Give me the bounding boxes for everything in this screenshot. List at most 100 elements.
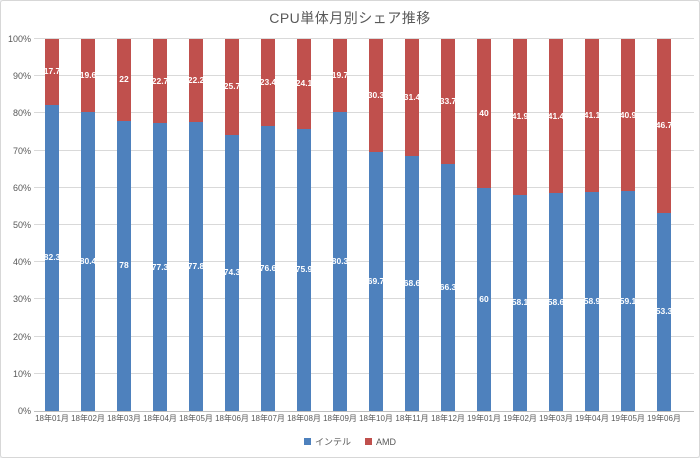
x-tick-label: 18年12月 (431, 414, 465, 423)
bar-segment-インテル[interactable]: 58.6 (548, 193, 564, 411)
bar-segment-インテル[interactable]: 66.3 (439, 164, 457, 411)
data-label: 46.7 (655, 120, 673, 131)
data-label: 40 (479, 107, 489, 118)
bar-segment-インテル[interactable]: 60 (477, 187, 491, 411)
bar-segment-AMD[interactable]: 19.7 (331, 39, 349, 113)
bar-segment-AMD[interactable]: 41.4 (548, 39, 564, 194)
y-tick-label: 70% (12, 145, 31, 156)
data-label: 66.3 (439, 282, 457, 293)
bar-column-19年03月[interactable]: 58.6 41.4 (538, 39, 574, 411)
data-label: 76.6 (259, 263, 277, 274)
bar-segment-AMD[interactable]: 17.7 (43, 39, 61, 105)
legend: インテル AMD (1, 435, 699, 448)
gridline-20% (34, 335, 694, 337)
data-label: 19.7 (331, 70, 349, 81)
bar-column-18年02月[interactable]: 80.4 19.6 (70, 39, 106, 411)
bar-segment-インテル[interactable]: 78 (117, 120, 131, 411)
legend-item-インテル[interactable]: インテル (303, 435, 351, 448)
bar-segment-インテル[interactable]: 75.9 (295, 128, 313, 411)
bar-column-19年01月[interactable]: 60 40 (466, 39, 502, 411)
bar-segment-AMD[interactable]: 41.9 (512, 39, 528, 195)
y-axis: 0% 10% 20% 30% 40% 50% 60% 70% 80% 90% 100% (1, 34, 31, 416)
bar-column-19年06月[interactable]: 53.3 46.7 (646, 39, 682, 411)
bar-segment-インテル[interactable]: 59.1 (620, 191, 636, 411)
bar-segment-AMD[interactable]: 23.4 (259, 39, 277, 127)
x-tick-label: 18年06月 (215, 414, 249, 423)
data-label: 25.7 (223, 81, 241, 92)
bar-segment-AMD[interactable]: 22 (117, 39, 131, 121)
y-tick-label: 40% (12, 257, 31, 268)
x-tick-label: 18年03月 (107, 414, 141, 423)
bar-segment-インテル[interactable]: 80.3 (331, 112, 349, 411)
bar-segment-インテル[interactable]: 76.6 (259, 126, 277, 411)
bar-segment-AMD[interactable]: 25.7 (223, 39, 241, 135)
y-tick-label: 60% (12, 182, 31, 193)
bar-column-18年01月[interactable]: 82.3 17.7 (34, 39, 70, 411)
y-tick-label: 30% (12, 294, 31, 305)
y-tick-label: 50% (12, 220, 31, 230)
data-label: 77.3 (151, 261, 169, 272)
x-axis: 18年01月 18年02月 18年03月 18年04月 18年05月 18年06月 18年0… (34, 414, 682, 428)
x-tick-label: 19年02月 (503, 414, 537, 423)
bar-segment-インテル[interactable]: 58.1 (511, 194, 529, 411)
bar-column-18年06月[interactable]: 74.3 25.7 (214, 39, 250, 411)
bar-segment-AMD[interactable]: 22.2 (187, 39, 205, 122)
bar-column-19年02月[interactable]: 58.1 41.9 (502, 39, 538, 411)
bar-segment-AMD[interactable]: 33.7 (439, 39, 457, 165)
gridline-40% (34, 261, 694, 263)
bar-column-19年04月[interactable]: 58.9 41.1 (574, 39, 610, 411)
data-label: 23.4 (259, 77, 277, 88)
gridline-50% (34, 224, 694, 225)
bar-segment-AMD[interactable]: 31.4 (404, 39, 420, 156)
bar-segment-インテル[interactable]: 80.4 (80, 111, 96, 411)
data-label: 60 (479, 293, 489, 304)
bar-segment-AMD[interactable]: 30.3 (367, 39, 385, 152)
legend-item-AMD[interactable]: AMD (365, 437, 396, 447)
bar-segment-インテル[interactable]: 74.3 (224, 134, 240, 411)
bar-column-18年12月[interactable]: 66.3 33.7 (430, 39, 466, 411)
gridline-90% (34, 75, 694, 77)
bar-segment-AMD[interactable]: 19.6 (80, 39, 96, 112)
bar-segment-AMD[interactable]: 22.7 (152, 39, 168, 124)
bar-column-18年10月[interactable]: 69.7 30.3 (358, 39, 394, 411)
y-tick-label: 0% (17, 406, 31, 416)
bar-segment-インテル[interactable]: 77.8 (188, 121, 204, 411)
x-tick-label: 19年03月 (539, 414, 573, 423)
x-tick-label: 19年04月 (575, 414, 609, 423)
bar-segment-AMD[interactable]: 40.9 (620, 39, 636, 192)
legend-swatch-icon (365, 438, 372, 445)
data-label: 30.3 (367, 89, 385, 100)
legend-swatch-icon (303, 438, 311, 445)
data-label: 53.3 (655, 306, 673, 317)
data-label: 22.2 (187, 74, 205, 85)
bar-segment-インテル[interactable]: 69.7 (368, 151, 384, 411)
data-label: 17.7 (43, 66, 61, 77)
bar-segment-AMD[interactable]: 46.7 (655, 39, 673, 213)
x-tick-label: 18年11月 (395, 414, 429, 423)
bar-column-18年09月[interactable]: 80.3 19.7 (322, 39, 358, 411)
bar-column-18年11月[interactable]: 68.6 31.4 (394, 39, 430, 411)
bar-segment-AMD[interactable]: 40 (477, 39, 491, 188)
data-label: 33.7 (439, 96, 457, 107)
bar-segment-AMD[interactable]: 24.1 (296, 39, 312, 129)
bar-column-18年04月[interactable]: 77.3 22.7 (142, 39, 178, 411)
bar-segment-インテル[interactable]: 82.3 (44, 104, 60, 411)
bar-column-18年07月[interactable]: 76.6 23.4 (250, 39, 286, 411)
plot-area: 82.3 17.7 80.4 19.6 78 22 77.3 22.7 77.8 22.2 74.3… (34, 38, 694, 412)
bar-segment-インテル[interactable]: 77.3 (151, 123, 169, 411)
data-label: 75.9 (295, 264, 313, 275)
data-label: 41.1 (583, 109, 601, 120)
bar-segment-インテル[interactable]: 53.3 (655, 212, 673, 411)
bar-segment-AMD[interactable]: 41.1 (583, 39, 601, 192)
x-tick-label: 19年06月 (647, 414, 681, 423)
bar-segment-インテル[interactable]: 68.6 (404, 155, 420, 411)
bar-column-18年03月[interactable]: 78 22 (106, 39, 142, 411)
data-label: 58.1 (511, 297, 529, 308)
data-label: 80.3 (331, 256, 349, 267)
legend-label: インテル (314, 437, 351, 447)
bar-column-19年05月[interactable]: 59.1 40.9 (610, 39, 646, 411)
data-label: 58.9 (583, 295, 601, 306)
bar-column-18年05月[interactable]: 77.8 22.2 (178, 39, 214, 411)
bar-column-18年08月[interactable]: 75.9 24.1 (286, 39, 322, 411)
bar-segment-インテル[interactable]: 58.9 (583, 191, 601, 411)
